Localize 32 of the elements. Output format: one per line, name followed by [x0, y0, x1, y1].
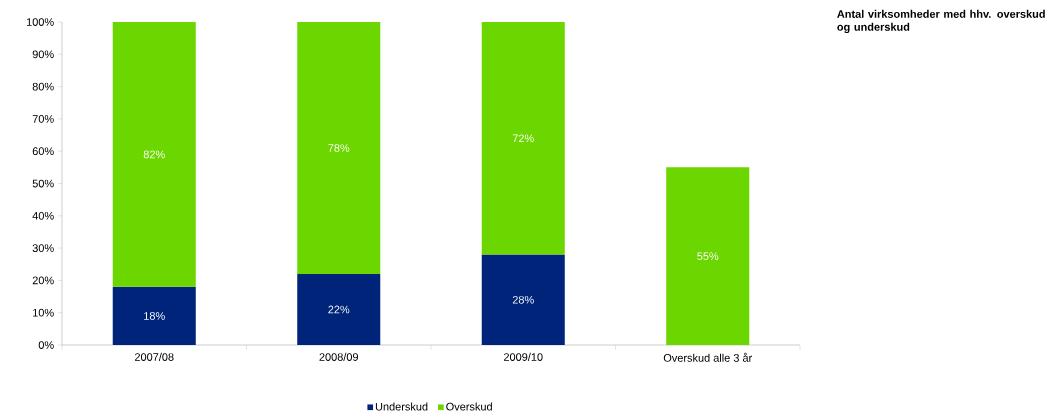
bar [481, 22, 565, 255]
legend-label: Overskud [446, 402, 492, 411]
bar [112, 22, 196, 287]
data-label: 18% [144, 312, 165, 320]
y-tick-label: 70% [32, 115, 54, 123]
y-tick-label: 100% [26, 18, 54, 26]
data-label: 82% [143, 150, 165, 159]
bar [481, 254, 565, 345]
data-label: 72% [512, 134, 534, 143]
y-tick-label: 50% [32, 179, 54, 188]
y-tick-label: 10% [33, 308, 54, 317]
data-label: 78% [328, 144, 350, 152]
y-tick-label: 30% [32, 244, 54, 252]
x-tick-label: 2007/08 [134, 352, 174, 361]
x-tick-label: Overskud alle 3 år [663, 352, 753, 362]
y-tick-label: 40% [32, 211, 54, 220]
x-tick-label: 2008/09 [319, 352, 359, 361]
data-label: 28% [512, 295, 534, 304]
data-label: 55% [697, 252, 719, 261]
y-tick-label: 20% [32, 276, 54, 285]
text: Antal virksomheder med hhv. overskud og underskud [837, 9, 1045, 34]
y-tick-label: 60% [32, 147, 54, 156]
y-tick-label: 80% [32, 82, 54, 91]
y-tick-label: 90% [32, 50, 54, 59]
bar [297, 273, 381, 345]
x-tick-label: 2009/10 [503, 352, 543, 361]
legend-label: Underskud [375, 402, 428, 411]
data-label: 22% [328, 305, 350, 314]
y-tick-label: 0% [38, 341, 54, 349]
bar [112, 286, 196, 345]
bar [297, 22, 381, 274]
bar [666, 167, 750, 345]
